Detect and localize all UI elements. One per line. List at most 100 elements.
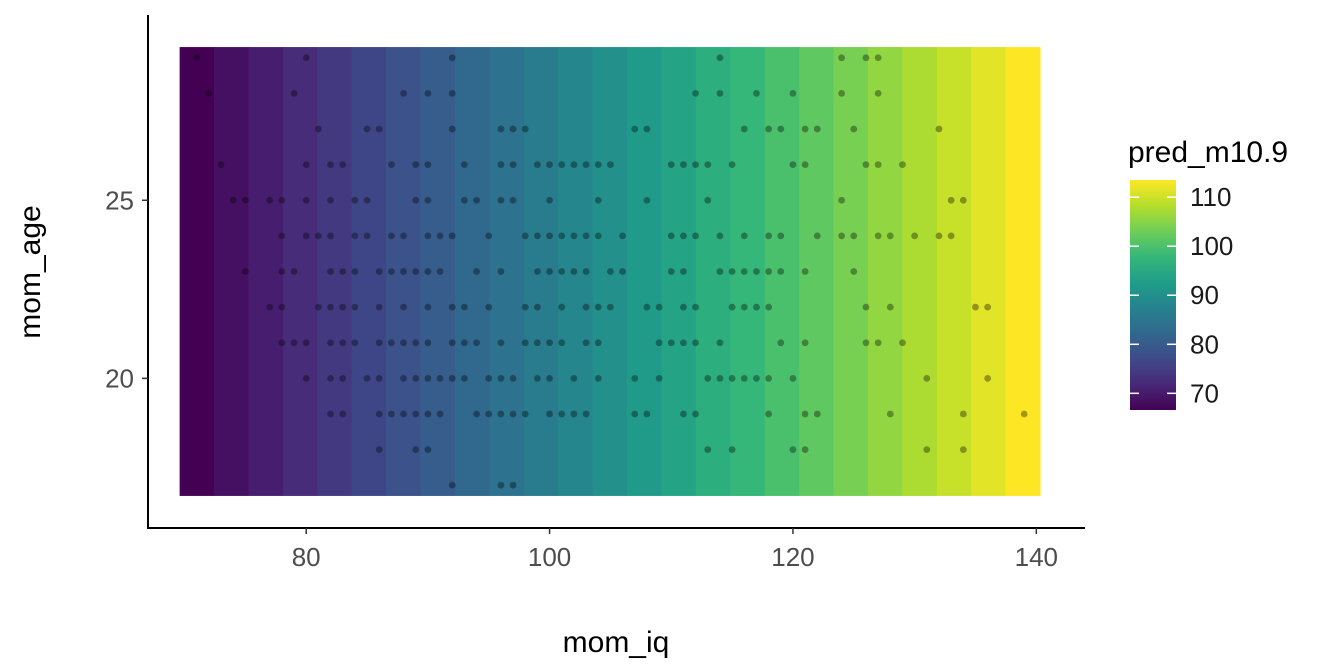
- data-point: [594, 161, 602, 169]
- data-point: [643, 303, 651, 311]
- data-point: [424, 303, 432, 311]
- heatmap-band: [936, 47, 972, 496]
- data-point: [850, 125, 858, 133]
- y-tick-label: 20: [105, 363, 134, 393]
- data-point: [874, 232, 882, 240]
- data-point: [582, 268, 590, 275]
- heatmap-band: [902, 47, 938, 496]
- data-point: [789, 161, 797, 169]
- data-point: [655, 303, 663, 311]
- data-point: [497, 161, 505, 169]
- data-point: [655, 339, 663, 347]
- data-point: [448, 374, 456, 382]
- data-point: [509, 374, 517, 382]
- data-point: [692, 89, 699, 97]
- data-point: [582, 410, 590, 418]
- data-point: [351, 303, 359, 311]
- data-point: [546, 161, 553, 169]
- data-point: [582, 161, 590, 169]
- data-point: [473, 268, 480, 275]
- heatmap-band: [799, 47, 835, 496]
- data-point: [704, 446, 712, 454]
- data-point: [327, 268, 334, 275]
- heatmap-band: [454, 47, 490, 496]
- data-point: [363, 125, 371, 133]
- data-point: [436, 232, 444, 240]
- data-point: [777, 339, 785, 347]
- data-point: [558, 161, 566, 169]
- data-point: [534, 268, 541, 275]
- data-point: [375, 446, 383, 454]
- data-point: [400, 410, 407, 418]
- data-point: [728, 161, 736, 169]
- heatmap-band: [627, 47, 663, 496]
- data-point: [400, 303, 407, 311]
- data-point: [412, 374, 420, 382]
- data-point: [619, 232, 626, 240]
- data-point: [607, 161, 614, 169]
- data-point: [278, 232, 286, 240]
- data-point: [558, 339, 566, 347]
- data-point: [765, 268, 773, 275]
- data-point: [412, 339, 420, 347]
- data-point: [594, 196, 602, 204]
- data-point: [874, 339, 882, 347]
- data-point: [631, 374, 639, 382]
- data-point: [314, 303, 322, 311]
- data-point: [570, 232, 578, 240]
- data-point: [692, 232, 699, 240]
- data-point: [460, 161, 468, 169]
- data-point: [485, 232, 493, 240]
- data-point: [412, 446, 420, 454]
- heatmap-band: [282, 47, 318, 496]
- data-point: [631, 125, 639, 133]
- data-point: [899, 161, 906, 169]
- data-point: [704, 161, 712, 169]
- data-point: [387, 268, 395, 275]
- data-point: [497, 125, 505, 133]
- data-point: [448, 125, 456, 133]
- data-point: [290, 268, 298, 275]
- data-point: [278, 339, 286, 347]
- data-point: [473, 339, 480, 347]
- data-point: [558, 268, 566, 275]
- data-point: [582, 303, 590, 311]
- data-point: [412, 196, 420, 204]
- data-point: [594, 303, 602, 311]
- data-point: [911, 232, 919, 240]
- data-point: [229, 196, 237, 204]
- data-point: [680, 161, 687, 169]
- data-point: [509, 196, 517, 204]
- x-tick-label: 80: [292, 542, 321, 572]
- data-point: [460, 374, 468, 382]
- data-point: [692, 339, 699, 347]
- data-point: [740, 125, 748, 133]
- data-point: [509, 125, 517, 133]
- heatmap-band: [764, 47, 800, 496]
- data-point: [424, 374, 432, 382]
- data-point: [327, 339, 334, 347]
- x-tick-label: 100: [528, 542, 571, 572]
- data-point: [570, 410, 578, 418]
- data-point: [473, 410, 480, 418]
- data-point: [704, 374, 712, 382]
- data-point: [716, 54, 724, 62]
- data-point: [874, 161, 882, 169]
- data-point: [680, 303, 687, 311]
- data-point: [899, 339, 906, 347]
- data-point: [266, 303, 274, 311]
- data-point: [521, 339, 529, 347]
- data-point: [753, 303, 760, 311]
- data-point: [339, 303, 347, 311]
- data-point: [375, 125, 383, 133]
- data-point: [850, 268, 858, 275]
- data-point: [716, 374, 724, 382]
- data-point: [801, 339, 809, 347]
- data-point: [984, 303, 992, 311]
- data-point: [582, 232, 590, 240]
- data-point: [631, 410, 639, 418]
- data-point: [680, 232, 687, 240]
- data-point: [716, 339, 724, 347]
- data-point: [509, 481, 517, 489]
- data-point: [534, 232, 541, 240]
